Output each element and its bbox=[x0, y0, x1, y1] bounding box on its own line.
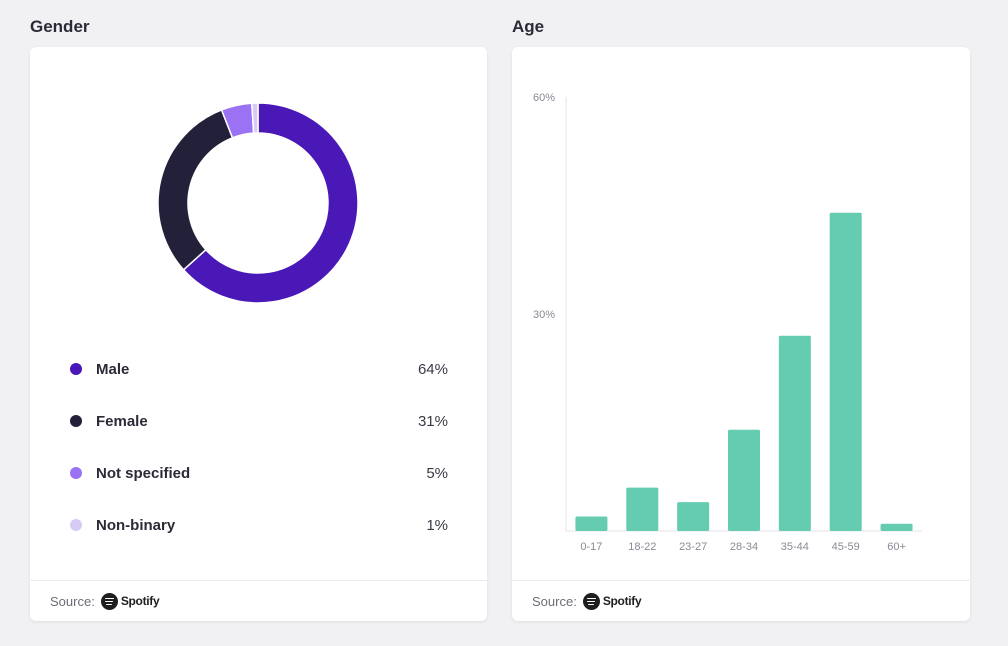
donut-slice-female bbox=[157, 108, 234, 271]
gender-card: Male 64% Female 31% Not specified 5% Non-binar… bbox=[30, 47, 487, 621]
legend-label: Male bbox=[96, 360, 130, 378]
legend-item: Male 64% bbox=[70, 343, 448, 395]
legend-color-dot bbox=[70, 363, 82, 375]
x-tick-label: 23-27 bbox=[679, 541, 707, 553]
bar-23-27 bbox=[677, 502, 710, 531]
age-card: 30% 60% 0-17 18-22 23-27 28-34 35-44 45-59 60+ S… bbox=[512, 47, 970, 621]
x-tick-label: 35-44 bbox=[781, 541, 809, 553]
gender-legend: Male 64% Female 31% Not specified 5% Non-binar… bbox=[70, 343, 448, 551]
spotify-brand-text: Spotify bbox=[602, 594, 642, 608]
spotify-icon bbox=[582, 592, 600, 610]
legend-item: Not specified 5% bbox=[70, 447, 448, 499]
bar-28-34 bbox=[728, 429, 760, 531]
legend-key: Female bbox=[70, 413, 148, 430]
gender-section-title: Gender bbox=[30, 17, 90, 36]
legend-color-dot bbox=[70, 467, 82, 479]
bar-60+ bbox=[880, 523, 913, 531]
legend-key: Male bbox=[70, 361, 129, 378]
gender-source-footer: Source: Spotify bbox=[30, 580, 487, 621]
bar-45-59 bbox=[829, 212, 862, 531]
age-source-footer: Source: Spotify bbox=[512, 580, 970, 621]
x-tick-label: 18-22 bbox=[628, 541, 656, 553]
y-tick-label: 30% bbox=[533, 309, 555, 321]
spotify-icon bbox=[100, 592, 118, 610]
legend-label: Not specified bbox=[96, 464, 191, 482]
legend-key: Not specified bbox=[70, 465, 190, 482]
legend-value: 5% bbox=[426, 464, 448, 482]
spotify-logo: Spotify bbox=[100, 592, 160, 610]
x-tick-label: 45-59 bbox=[832, 541, 860, 553]
bar-0-17 bbox=[575, 516, 608, 531]
legend-value: 64% bbox=[417, 360, 448, 378]
legend-item: Non-binary 1% bbox=[70, 499, 448, 551]
legend-value: 1% bbox=[426, 516, 448, 534]
legend-item: Female 31% bbox=[70, 395, 448, 447]
legend-label: Female bbox=[96, 412, 148, 430]
x-tick-label: 0-17 bbox=[580, 541, 602, 553]
y-tick-label: 60% bbox=[533, 92, 555, 104]
bar-35-44 bbox=[778, 335, 811, 531]
x-tick-label: 60+ bbox=[887, 541, 906, 553]
age-section-title: Age bbox=[512, 17, 545, 36]
donut-slice-non-binary bbox=[250, 102, 259, 134]
legend-color-dot bbox=[70, 415, 82, 427]
legend-color-dot bbox=[70, 519, 82, 531]
x-tick-label: 28-34 bbox=[730, 541, 758, 553]
legend-key: Non-binary bbox=[70, 517, 175, 534]
age-bar-chart: 30% 60% 0-17 18-22 23-27 28-34 35-44 45-59 60+ bbox=[533, 92, 922, 553]
legend-value: 31% bbox=[417, 412, 448, 430]
bar-18-22 bbox=[626, 487, 659, 531]
source-label: Source: bbox=[50, 593, 95, 609]
spotify-brand-text: Spotify bbox=[120, 594, 160, 608]
donut-slice-male bbox=[182, 102, 359, 304]
legend-label: Non-binary bbox=[96, 516, 176, 534]
source-label: Source: bbox=[532, 593, 577, 609]
gender-donut-chart bbox=[157, 102, 359, 304]
spotify-logo: Spotify bbox=[582, 592, 642, 610]
